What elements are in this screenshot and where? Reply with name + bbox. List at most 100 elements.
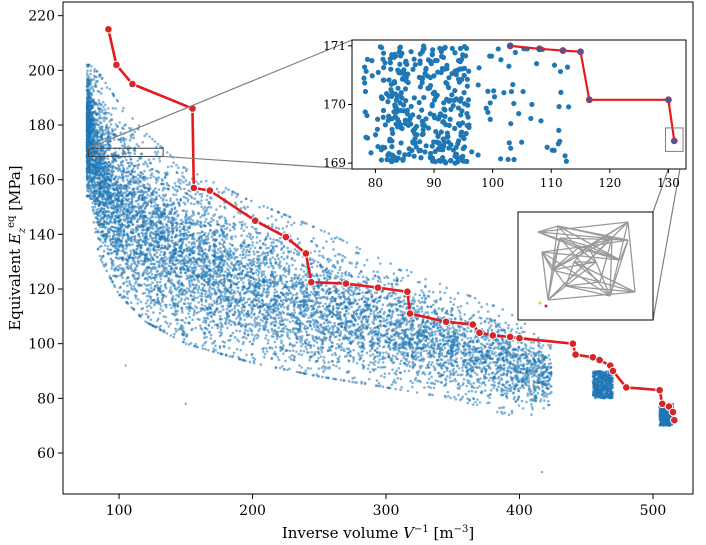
scatter-point <box>205 312 209 315</box>
scatter-point <box>477 301 481 305</box>
scatter-point <box>235 195 238 199</box>
scatter-point <box>291 263 294 267</box>
scatter-point <box>461 366 464 369</box>
scatter-point <box>214 348 218 352</box>
scatter-point <box>153 278 157 282</box>
scatter-point <box>155 153 158 156</box>
scatter-point <box>305 347 308 351</box>
scatter-point <box>338 268 341 272</box>
scatter-point <box>114 107 117 110</box>
scatter-point <box>347 326 351 329</box>
scatter-point <box>171 259 175 262</box>
scatter-point <box>270 241 273 244</box>
scatter-point <box>315 297 318 301</box>
scatter-point <box>170 165 173 168</box>
scatter-point <box>154 275 158 279</box>
scatter-point <box>122 281 126 285</box>
scatter-point <box>270 321 273 325</box>
scatter-point <box>485 342 489 346</box>
scatter-point <box>163 259 167 263</box>
scatter-point <box>333 321 336 325</box>
scatter-point <box>330 237 333 241</box>
scatter-point <box>146 269 149 272</box>
scatter-point <box>130 267 133 271</box>
scatter-point <box>292 251 296 255</box>
scatter-point <box>529 389 533 392</box>
scatter-point <box>284 295 287 299</box>
scatter-point <box>266 341 270 345</box>
scatter-point <box>356 322 359 326</box>
scatter-point <box>266 234 270 238</box>
scatter-point <box>128 213 131 217</box>
scatter-point <box>258 239 262 243</box>
scatter-point <box>260 274 263 278</box>
scatter-point <box>492 380 496 384</box>
scatter-point <box>172 161 175 164</box>
scatter-point <box>242 340 245 344</box>
scatter-point <box>301 283 305 287</box>
scatter-point <box>496 339 500 342</box>
scatter-point <box>133 276 136 280</box>
scatter-point <box>190 214 194 218</box>
scatter-point <box>169 322 172 326</box>
scatter-point <box>340 307 344 311</box>
scatter-point <box>381 303 385 307</box>
scatter-point <box>172 193 175 196</box>
scatter-point <box>227 321 231 325</box>
scatter-point <box>212 347 216 351</box>
scatter-point <box>374 332 378 335</box>
scatter-point <box>277 227 281 230</box>
scatter-point <box>312 225 316 228</box>
scatter-point <box>217 288 220 292</box>
scatter-point <box>212 218 215 222</box>
scatter-point <box>517 404 521 407</box>
scatter-point <box>504 394 508 398</box>
scatter-point <box>99 92 103 95</box>
scatter-point <box>145 294 149 298</box>
scatter-point <box>483 338 486 341</box>
scatter-point <box>263 308 266 312</box>
scatter-point <box>376 275 380 279</box>
scatter-point <box>151 236 155 240</box>
scatter-point <box>203 283 206 287</box>
scatter-point <box>449 373 452 377</box>
scatter-point <box>435 321 439 325</box>
scatter-point <box>421 343 425 347</box>
scatter-point <box>198 231 202 235</box>
scatter-point <box>266 338 270 342</box>
scatter-point <box>202 258 206 262</box>
scatter-point <box>323 361 326 365</box>
scatter-point <box>505 389 509 393</box>
scatter-point <box>94 227 98 231</box>
scatter-point <box>243 332 247 336</box>
scatter-point <box>394 387 398 391</box>
scatter-point <box>465 374 468 377</box>
scatter-point <box>463 319 467 323</box>
scatter-point <box>199 324 202 327</box>
scatter-point <box>288 215 292 219</box>
scatter-point <box>122 184 125 188</box>
scatter-point <box>322 256 325 260</box>
scatter-point <box>242 313 246 317</box>
scatter-point <box>150 201 153 205</box>
scatter-point <box>280 255 283 259</box>
scatter-point <box>205 198 209 202</box>
scatter-point <box>405 268 409 272</box>
scatter-point <box>122 179 125 183</box>
scatter-point <box>335 335 338 338</box>
scatter-point <box>290 316 294 319</box>
scatter-point <box>403 302 406 306</box>
scatter-point <box>492 383 495 387</box>
scatter-point <box>326 258 329 261</box>
scatter-point <box>171 216 174 219</box>
scatter-point <box>216 223 220 226</box>
scatter-point <box>391 368 394 371</box>
scatter-point <box>242 264 246 268</box>
scatter-point <box>298 338 301 341</box>
scatter-point <box>233 222 236 226</box>
scatter-point <box>331 306 335 310</box>
scatter-point <box>110 251 114 255</box>
scatter-point <box>91 205 94 209</box>
scatter-point <box>124 205 128 208</box>
scatter-point <box>203 304 207 308</box>
